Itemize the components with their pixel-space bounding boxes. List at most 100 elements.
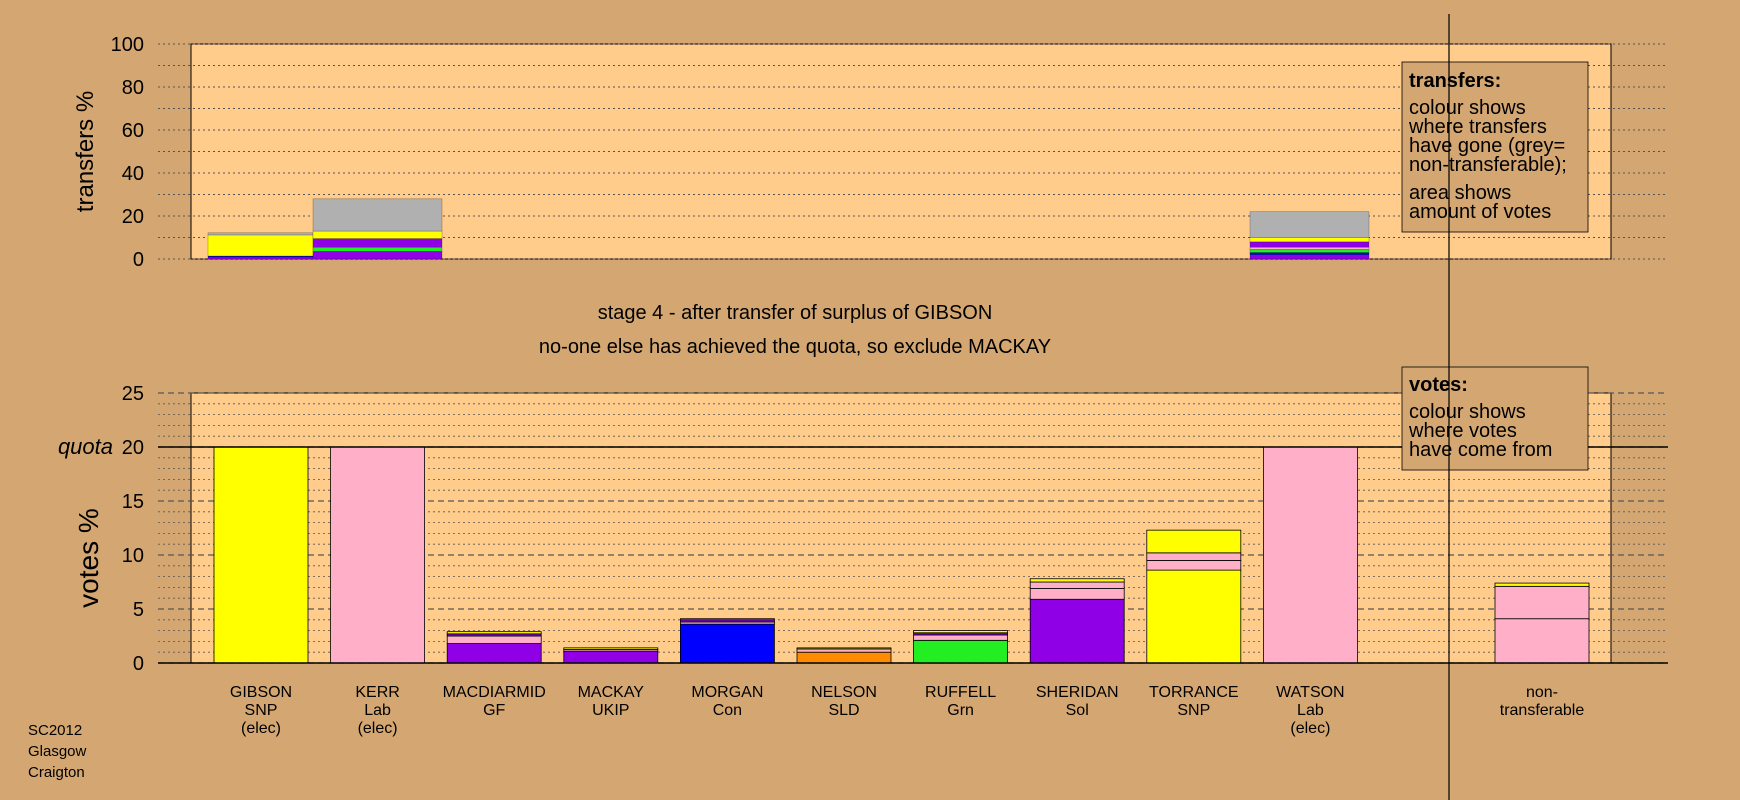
votes-tick-label: 15 bbox=[122, 491, 144, 513]
vote-segment bbox=[1029, 598, 1125, 664]
transfers-legend-title: transfers: bbox=[1409, 70, 1501, 92]
transfers-legend-box bbox=[1401, 61, 1589, 233]
transfers-axis-label: transfers % bbox=[72, 91, 99, 212]
transfers-tick-label: 20 bbox=[122, 206, 144, 228]
transfers-legend-text: area shows bbox=[1409, 182, 1511, 204]
vote-segment bbox=[913, 634, 1008, 641]
candidate-name-label: NELSON bbox=[811, 684, 877, 701]
transfer-segment bbox=[312, 198, 443, 232]
votes-legend-title: votes: bbox=[1409, 374, 1468, 396]
transfer-segment bbox=[1249, 254, 1370, 260]
candidate-party-label: Lab bbox=[364, 702, 391, 719]
transfers-tick-label: 100 bbox=[111, 34, 144, 56]
vote-segment bbox=[913, 630, 1008, 634]
vote-segment bbox=[563, 650, 659, 664]
vote-segment bbox=[446, 643, 542, 664]
vote-segment bbox=[446, 635, 542, 644]
transfers-tick-label: 40 bbox=[122, 163, 144, 185]
vote-segment bbox=[563, 647, 659, 650]
transfer-segment bbox=[207, 232, 314, 236]
votes-tick-label: 0 bbox=[133, 653, 144, 675]
votes-plot-area bbox=[190, 392, 1612, 664]
transfers-tick-label: 0 bbox=[133, 249, 144, 271]
candidate-status-label: (elec) bbox=[358, 720, 398, 737]
vote-segment bbox=[1263, 446, 1358, 664]
candidate-party-label: SLD bbox=[828, 702, 859, 719]
transfer-segment bbox=[1249, 211, 1370, 238]
vote-segment bbox=[680, 618, 775, 621]
candidate-name-label: MORGAN bbox=[691, 684, 763, 701]
chart-title: stage 4 - after transfer of surplus of G… bbox=[598, 302, 993, 324]
transfer-segment bbox=[1249, 237, 1370, 243]
candidate-party-label: Con bbox=[713, 702, 742, 719]
candidate-name-label: GIBSON bbox=[230, 684, 292, 701]
nontransferable-segment bbox=[1494, 582, 1590, 587]
transfer-segment bbox=[312, 230, 443, 239]
vote-segment bbox=[913, 639, 1008, 664]
transfer-segment bbox=[207, 256, 314, 260]
vote-segment bbox=[796, 647, 892, 650]
candidate-party-label: SNP bbox=[245, 702, 278, 719]
transfer-segment bbox=[1249, 252, 1370, 256]
candidate-name-label: KERR bbox=[355, 684, 399, 701]
transfer-segment bbox=[207, 234, 314, 257]
vote-segment bbox=[1146, 569, 1242, 664]
transfer-segment bbox=[1249, 249, 1370, 253]
candidate-party-label: SNP bbox=[1177, 702, 1210, 719]
candidate-party-label: Lab bbox=[1297, 702, 1324, 719]
candidate-name-label: WATSON bbox=[1276, 684, 1344, 701]
transfers-legend-text: have gone (grey= bbox=[1409, 135, 1565, 157]
nontransferable-label: transferable bbox=[1500, 702, 1585, 719]
transfer-segment bbox=[1249, 246, 1370, 250]
quota-label: quota bbox=[58, 434, 113, 459]
candidate-status-label: (elec) bbox=[241, 720, 281, 737]
transfer-segment bbox=[1249, 241, 1370, 248]
vote-segment bbox=[1029, 588, 1125, 600]
votes-legend-text: have come from bbox=[1409, 439, 1552, 461]
candidate-party-label: UKIP bbox=[592, 702, 629, 719]
vote-segment bbox=[1029, 578, 1125, 583]
votes-tick-label: 5 bbox=[133, 599, 144, 621]
transfers-legend-text: where transfers bbox=[1408, 116, 1547, 138]
candidate-name-label: MACDIARMID bbox=[443, 684, 546, 701]
nontransferable-label: non- bbox=[1526, 684, 1558, 701]
candidate-party-label: GF bbox=[483, 702, 505, 719]
transfers-legend-text: colour shows bbox=[1409, 97, 1526, 119]
stage-titles: stage 4 - after transfer of surplus of G… bbox=[539, 302, 1051, 358]
vote-segment bbox=[680, 623, 775, 664]
candidate-name-label: MACKAY bbox=[578, 684, 645, 701]
vote-segment bbox=[330, 446, 426, 664]
votes-legend-text: where votes bbox=[1408, 420, 1517, 442]
vote-segment bbox=[1146, 560, 1242, 571]
transfer-segment bbox=[312, 246, 443, 252]
vote-segment bbox=[213, 446, 309, 664]
transfers-tick-label: 60 bbox=[122, 120, 144, 142]
vote-segment bbox=[1146, 529, 1242, 554]
transfers-panel: 0 20 40 60 80 100 transfers % transfers: colour … bbox=[72, 34, 1668, 271]
transfers-legend-text: amount of votes bbox=[1409, 201, 1551, 223]
vote-segment bbox=[1029, 581, 1125, 589]
chart-subtitle: no-one else has achieved the quota, so e… bbox=[539, 336, 1051, 358]
vote-segment bbox=[1146, 552, 1242, 561]
votes-axis-label: votes % bbox=[73, 508, 104, 608]
candidate-party-label: Sol bbox=[1066, 702, 1089, 719]
transfer-segment bbox=[312, 238, 443, 248]
candidate-name-label: RUFFELL bbox=[925, 684, 996, 701]
footer-line-3: Craigton bbox=[28, 764, 85, 781]
nontransferable-segment bbox=[1494, 585, 1590, 620]
votes-tick-label: 20 bbox=[122, 437, 144, 459]
transfer-segment bbox=[312, 251, 443, 260]
nontransferable-segment bbox=[1494, 618, 1590, 664]
votes-legend-text: colour shows bbox=[1409, 401, 1526, 423]
vote-segment bbox=[796, 651, 892, 664]
footer-caption: SC2012 Glasgow Craigton bbox=[28, 722, 87, 781]
candidate-name-label: TORRANCE bbox=[1149, 684, 1239, 701]
candidate-party-label: Grn bbox=[947, 702, 974, 719]
transfers-legend-text: non-transferable); bbox=[1409, 154, 1567, 176]
vote-segment bbox=[796, 648, 892, 653]
votes-tick-label: 25 bbox=[122, 383, 144, 405]
candidate-name-label: SHERIDAN bbox=[1036, 684, 1119, 701]
votes-tick-label: 10 bbox=[122, 545, 144, 567]
footer-line-2: Glasgow bbox=[28, 743, 87, 760]
